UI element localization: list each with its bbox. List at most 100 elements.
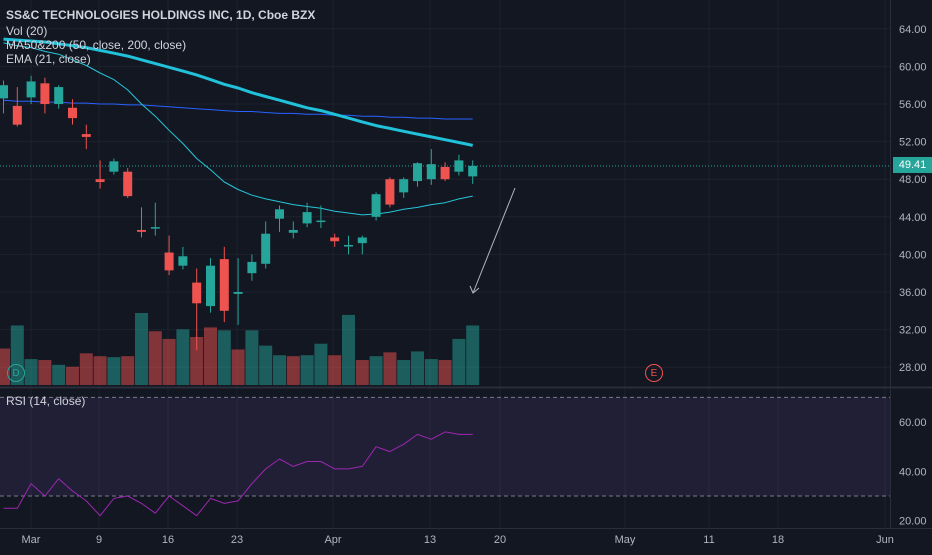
volume-bar <box>135 313 148 385</box>
last-price-tag: 49.41 <box>893 157 932 173</box>
candle <box>137 207 146 238</box>
volume-bar <box>121 356 135 385</box>
candle <box>40 77 50 114</box>
volume-bar <box>66 366 79 385</box>
candle <box>178 246 188 270</box>
price-tick-label: 36.00 <box>899 287 927 299</box>
candle <box>26 75 36 104</box>
rsi-band-fill <box>0 397 890 496</box>
candle-body <box>123 171 133 197</box>
volume-bar <box>107 357 121 385</box>
candle-body <box>206 265 215 307</box>
volume-bar <box>190 337 204 385</box>
candle-body <box>468 165 478 177</box>
volume-bar <box>162 338 176 385</box>
rsi-legend[interactable]: RSI (14, close) <box>6 394 86 408</box>
candle-body <box>330 237 340 242</box>
volume-bar <box>438 360 452 385</box>
candle <box>385 177 395 208</box>
volume-bar <box>245 330 259 385</box>
symbol-title[interactable]: SS&C TECHNOLOGIES HOLDINGS INC, 1D, Cboe… <box>6 8 316 22</box>
time-tick-label: 20 <box>494 534 506 546</box>
candle <box>275 205 284 232</box>
candle-body <box>192 282 202 304</box>
candle-body <box>413 163 422 182</box>
dividend-marker[interactable]: D <box>7 364 25 382</box>
volume-bar <box>328 355 342 385</box>
time-tick-label: 16 <box>162 534 174 546</box>
rsi-tick-label: 40.00 <box>899 466 927 478</box>
volume-bar <box>93 356 107 385</box>
candle-body <box>0 85 8 99</box>
candle <box>357 235 367 255</box>
time-tick-label: 13 <box>424 534 436 546</box>
candle-body <box>68 107 77 119</box>
volume-bar <box>52 364 66 385</box>
earnings-marker[interactable]: E <box>645 364 663 382</box>
candle-body <box>454 160 464 172</box>
time-tick-label: 18 <box>772 534 784 546</box>
volume-bar <box>452 338 466 385</box>
price-tick-label: 64.00 <box>899 24 927 36</box>
volume-bar <box>286 356 300 385</box>
volume-bar <box>217 330 231 385</box>
candle <box>68 99 77 125</box>
volume-bar <box>424 359 438 385</box>
price-tick-label: 40.00 <box>899 249 927 261</box>
volume-bar <box>176 329 190 385</box>
candle <box>54 85 64 109</box>
candle <box>164 235 174 276</box>
volume-bar <box>204 327 217 385</box>
volume-bar <box>466 325 480 385</box>
time-tick-label: 23 <box>231 534 243 546</box>
volume-bar <box>355 360 369 385</box>
candle <box>302 202 312 228</box>
candle <box>344 235 353 255</box>
volume-legend[interactable]: Vol (20) <box>6 24 48 38</box>
volume-bar <box>259 345 273 385</box>
candle-body <box>275 209 284 219</box>
ma-legend[interactable]: MA50&200 (50, close, 200, close) <box>6 38 187 52</box>
time-tick-label: May <box>615 534 636 546</box>
volume-bar <box>273 355 286 385</box>
price-tick-label: 48.00 <box>899 174 927 186</box>
candle-body <box>81 134 91 137</box>
candle <box>109 158 119 175</box>
volume-bar <box>148 331 162 385</box>
candle <box>150 202 160 236</box>
candle-body <box>150 227 160 229</box>
candle-body <box>385 179 395 205</box>
ema21-line <box>3 42 473 216</box>
candle <box>12 87 22 127</box>
candle-body <box>40 83 50 104</box>
candle <box>247 254 257 281</box>
volume-bar <box>231 349 245 385</box>
price-tick-label: 44.00 <box>899 212 927 224</box>
candle <box>95 160 105 189</box>
candle-body <box>233 292 243 294</box>
candle-body <box>219 259 229 311</box>
candle <box>123 167 133 198</box>
candle-body <box>440 166 450 180</box>
candle-body <box>54 87 64 104</box>
time-tick-label: Mar <box>22 534 41 546</box>
candle-body <box>164 252 174 271</box>
candle-body <box>109 161 119 172</box>
volume-bar <box>38 360 52 385</box>
candle-body <box>316 220 326 223</box>
candle-body <box>426 164 436 180</box>
candle-body <box>288 229 298 233</box>
rsi-tick-label: 60.00 <box>899 417 927 429</box>
candle <box>219 246 229 323</box>
candle <box>288 221 298 239</box>
price-tick-label: 32.00 <box>899 325 927 337</box>
volume-bar <box>383 352 397 385</box>
ema-legend[interactable]: EMA (21, close) <box>6 52 91 66</box>
candle <box>468 160 478 184</box>
arrow-drawing <box>472 187 516 294</box>
price-tick-label: 28.00 <box>899 362 927 374</box>
candle <box>206 258 215 313</box>
candle <box>440 162 450 182</box>
